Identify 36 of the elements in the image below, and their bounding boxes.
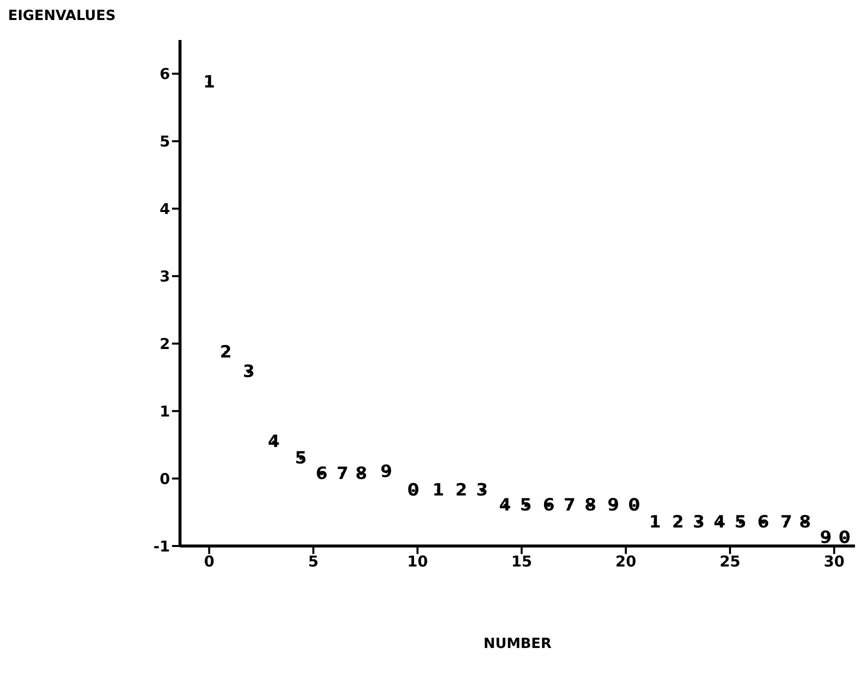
- annotation: 0: [838, 528, 851, 548]
- annotation: 5: [734, 512, 746, 532]
- annotation: 4: [268, 432, 280, 452]
- annotation: 6: [316, 464, 328, 484]
- x-tick-label: 20: [615, 552, 636, 571]
- y-axis-title: EIGENVALUES: [8, 8, 116, 24]
- annotation: 6: [757, 512, 770, 532]
- annotation: 0: [628, 496, 640, 516]
- annotation: 0: [407, 480, 420, 501]
- y-tick-label: 2: [160, 334, 170, 353]
- annotation: 8: [799, 512, 811, 532]
- y-tick-label: 6: [160, 65, 170, 84]
- x-tick-label: 5: [308, 552, 319, 571]
- y-tick-label: 1: [160, 402, 170, 420]
- x-tick-label: 0: [204, 552, 214, 571]
- y-tick-label: 5: [160, 132, 170, 151]
- annotation: 3: [692, 512, 705, 532]
- annotation: 8: [355, 464, 368, 484]
- x-axis-title: NUMBER: [483, 636, 552, 652]
- annotation: 9: [607, 496, 620, 516]
- x-tick-label: 10: [407, 552, 428, 571]
- y-tick-label: 4: [160, 200, 170, 218]
- y-tick-label: 0: [160, 470, 170, 488]
- y-tick-label: -1: [153, 537, 170, 556]
- annotation: 3: [242, 362, 255, 382]
- annotation: 4: [714, 512, 726, 532]
- annotation: 8: [584, 496, 596, 516]
- annotation: 4: [499, 496, 512, 516]
- annotation: 5: [520, 496, 532, 516]
- annotation: 6: [542, 496, 555, 516]
- annotation: 3: [476, 480, 488, 501]
- x-tick-label: 15: [511, 552, 532, 571]
- y-tick-label: 3: [160, 267, 170, 286]
- x-tick-label: 25: [720, 552, 740, 571]
- x-tick-label: 30: [824, 552, 845, 571]
- annotation: 5: [294, 448, 307, 468]
